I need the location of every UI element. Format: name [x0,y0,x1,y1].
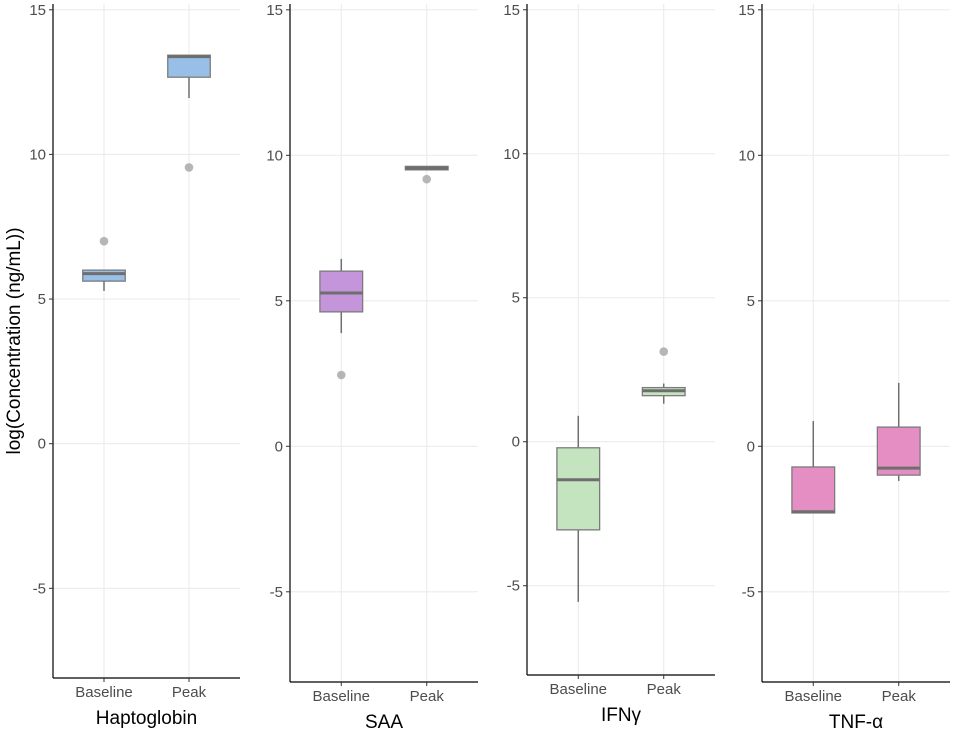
y-tick-label: 10 [738,147,755,164]
x-tick-label-baseline: Baseline [549,681,607,698]
x-tick-label-peak: Peak [172,684,207,701]
outlier-point [184,163,194,172]
y-axis-title: log(Concentration (ng/mL)) [4,227,25,454]
x-tick-label-peak: Peak [410,688,445,705]
gridlines [527,4,715,675]
outlier-point [422,174,432,184]
box-peak [167,54,211,172]
y-tick-label: 0 [275,438,283,455]
gridlines [290,4,478,682]
outlier-point [336,370,346,380]
panel-ifn-gamma: 15 10 5 0 -5 Baseline Peak IFNγ [503,2,715,726]
x-axis-title: Haptoglobin [96,708,197,729]
panel-saa: 15 10 5 0 -5 Baseline Peak SAA [266,2,478,733]
y-tick-label: -5 [742,584,755,601]
box-baseline [556,415,601,602]
box-peak [641,347,686,404]
outlier-point [99,236,109,246]
y-tick-label: 5 [747,293,755,310]
y-tick-label: -5 [33,580,46,597]
y-tick-label: 15 [266,2,283,19]
y-tick-label: -5 [270,584,283,601]
y-tick-label: 10 [29,146,46,163]
x-tick-label-baseline: Baseline [312,688,370,705]
x-axis-title: SAA [365,712,403,733]
panel-haptoglobin: 15 10 5 0 -5 Baseline Peak Haptoglobin log(Conce… [4,2,240,729]
outlier-point [659,347,669,356]
y-tick-label: 15 [29,2,46,19]
iqr-box [82,269,126,282]
box-peak [876,382,921,481]
x-tick-label-baseline: Baseline [75,684,133,701]
y-tick-label: 10 [503,146,520,163]
x-tick-label-peak: Peak [882,688,917,705]
x-axis-title: IFNγ [601,705,642,726]
gridlines [762,4,950,682]
y-tick-label: 10 [266,147,283,164]
y-tick-label: 0 [38,436,46,453]
y-tick-label: 15 [503,2,520,19]
y-tick-label: 5 [38,291,46,308]
box-peak [404,165,449,184]
box-baseline [319,258,364,380]
y-tick-label: 0 [512,434,520,451]
iqr-box [167,54,211,78]
x-tick-label-baseline: Baseline [784,688,842,705]
iqr-box [556,447,601,531]
iqr-box [791,466,836,514]
gridlines [53,4,240,678]
y-tick-label: 15 [738,2,755,19]
y-tick-label: 5 [512,290,520,307]
box-baseline [791,420,836,514]
x-axis-title: TNF-α [829,712,883,733]
panel-tnf-alpha: 15 10 5 0 -5 Baseline Peak TNF-α [738,2,950,733]
y-tick-label: 5 [275,293,283,310]
x-tick-label-peak: Peak [647,681,682,698]
box-baseline [82,236,126,291]
y-tick-label: 0 [747,438,755,455]
y-tick-label: -5 [507,578,520,595]
